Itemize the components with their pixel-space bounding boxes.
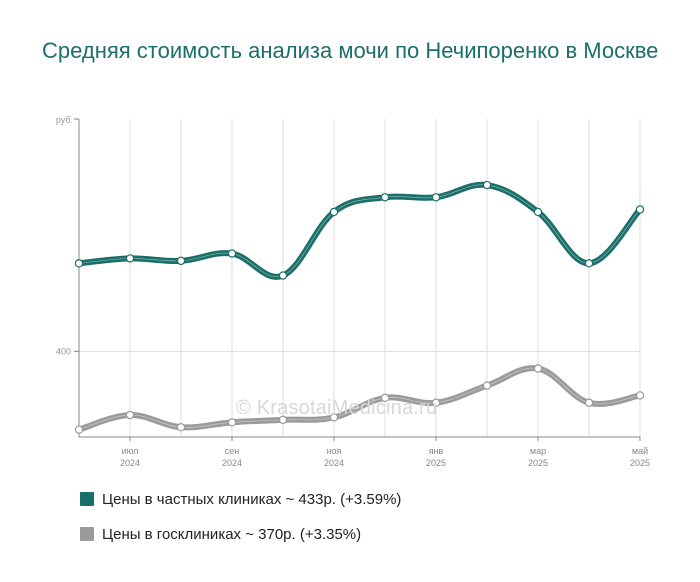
legend-swatch-public bbox=[80, 527, 94, 541]
series-points bbox=[74, 180, 645, 434]
data-point-private bbox=[482, 180, 492, 190]
series-lines bbox=[76, 181, 643, 433]
x-tick-label-year: 2024 bbox=[120, 458, 140, 468]
data-point-public bbox=[482, 381, 492, 390]
axis-labels: руб. 400 июл 2024 сен 2024 ноя 2024 янв 2025 мар 20… bbox=[56, 115, 650, 468]
legend-swatch-private bbox=[80, 492, 94, 506]
x-tick-label-year: 2025 bbox=[630, 458, 650, 468]
axes bbox=[74, 118, 641, 441]
data-point-private bbox=[584, 259, 594, 268]
x-tick-label-month: май bbox=[632, 446, 648, 456]
legend: Цены в частных клиниках ~ 433р. (+3.59%)… bbox=[80, 488, 401, 558]
x-tick-label-month: сен bbox=[225, 446, 240, 456]
data-point-public bbox=[431, 398, 441, 407]
data-point-private bbox=[635, 205, 645, 214]
grid bbox=[79, 119, 641, 437]
data-point-private bbox=[278, 271, 288, 280]
x-tick-label-month: мар bbox=[530, 446, 546, 456]
data-point-public bbox=[125, 410, 135, 420]
data-point-public bbox=[584, 398, 594, 407]
data-point-public bbox=[533, 364, 543, 373]
data-point-public bbox=[176, 423, 186, 432]
x-tick-label-month: ноя bbox=[327, 446, 342, 456]
y-tick-label: 400 bbox=[56, 346, 71, 356]
x-tick-label-year: 2025 bbox=[528, 458, 548, 468]
data-point-private bbox=[227, 249, 237, 258]
series-line-private bbox=[76, 181, 643, 280]
x-tick-label-year: 2024 bbox=[324, 458, 344, 468]
y-unit-label: руб. bbox=[56, 115, 73, 125]
x-tick-label-month: июл bbox=[122, 446, 139, 456]
legend-item-private: Цены в частных клиниках ~ 433р. (+3.59%) bbox=[80, 488, 401, 510]
data-point-private bbox=[533, 207, 543, 217]
data-point-private bbox=[176, 256, 186, 266]
data-point-public bbox=[635, 391, 645, 400]
data-point-public bbox=[329, 413, 339, 422]
data-point-public bbox=[380, 393, 390, 403]
legend-item-public: Цены в госклиниках ~ 370р. (+3.35%) bbox=[80, 523, 401, 545]
x-tick-label-year: 2024 bbox=[222, 458, 242, 468]
data-point-private bbox=[380, 193, 390, 202]
watermark: © KrasotaiMedicina.ru bbox=[236, 397, 438, 419]
data-point-public bbox=[74, 425, 84, 434]
data-point-private bbox=[431, 193, 441, 202]
data-point-private bbox=[329, 207, 339, 217]
chart-title: Средняя стоимость анализа мочи по Нечипо… bbox=[42, 38, 659, 63]
data-point-private bbox=[74, 259, 84, 268]
legend-label-public: Цены в госклиниках ~ 370р. (+3.35%) bbox=[102, 525, 362, 543]
data-point-private bbox=[125, 254, 135, 263]
x-tick-label-year: 2025 bbox=[426, 458, 446, 468]
legend-label-private: Цены в частных клиниках ~ 433р. (+3.59%) bbox=[102, 490, 402, 508]
x-tick-label-month: янв bbox=[429, 446, 444, 456]
data-point-public bbox=[227, 418, 237, 427]
data-point-public bbox=[278, 415, 288, 425]
